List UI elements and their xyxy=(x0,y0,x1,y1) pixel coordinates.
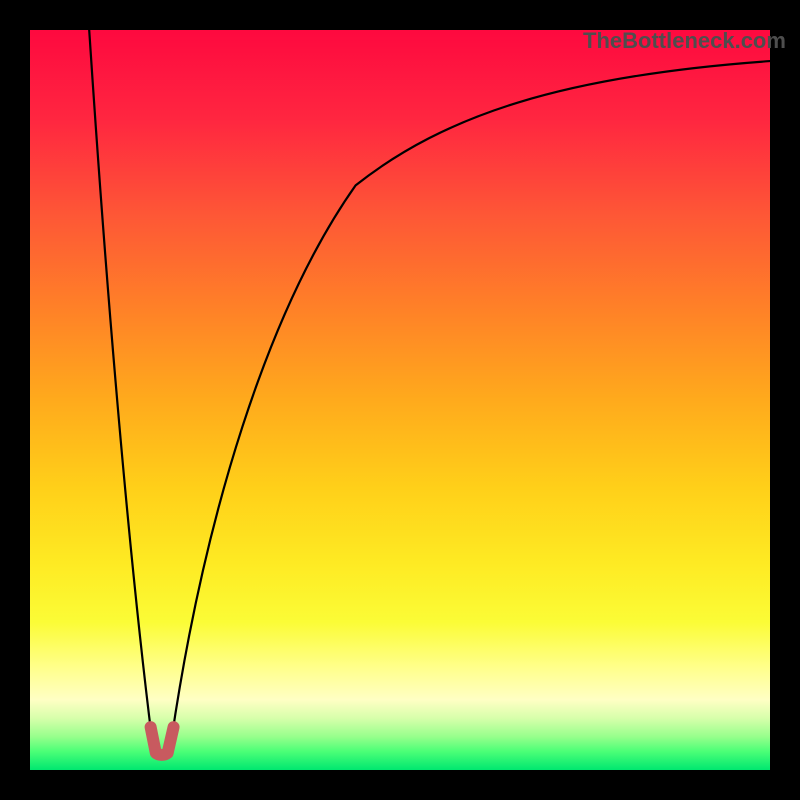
plot-svg xyxy=(30,30,770,770)
chart-container: TheBottleneck.com xyxy=(0,0,800,800)
plot-area xyxy=(30,30,770,770)
gradient-background xyxy=(30,30,770,770)
watermark-text: TheBottleneck.com xyxy=(583,28,786,54)
